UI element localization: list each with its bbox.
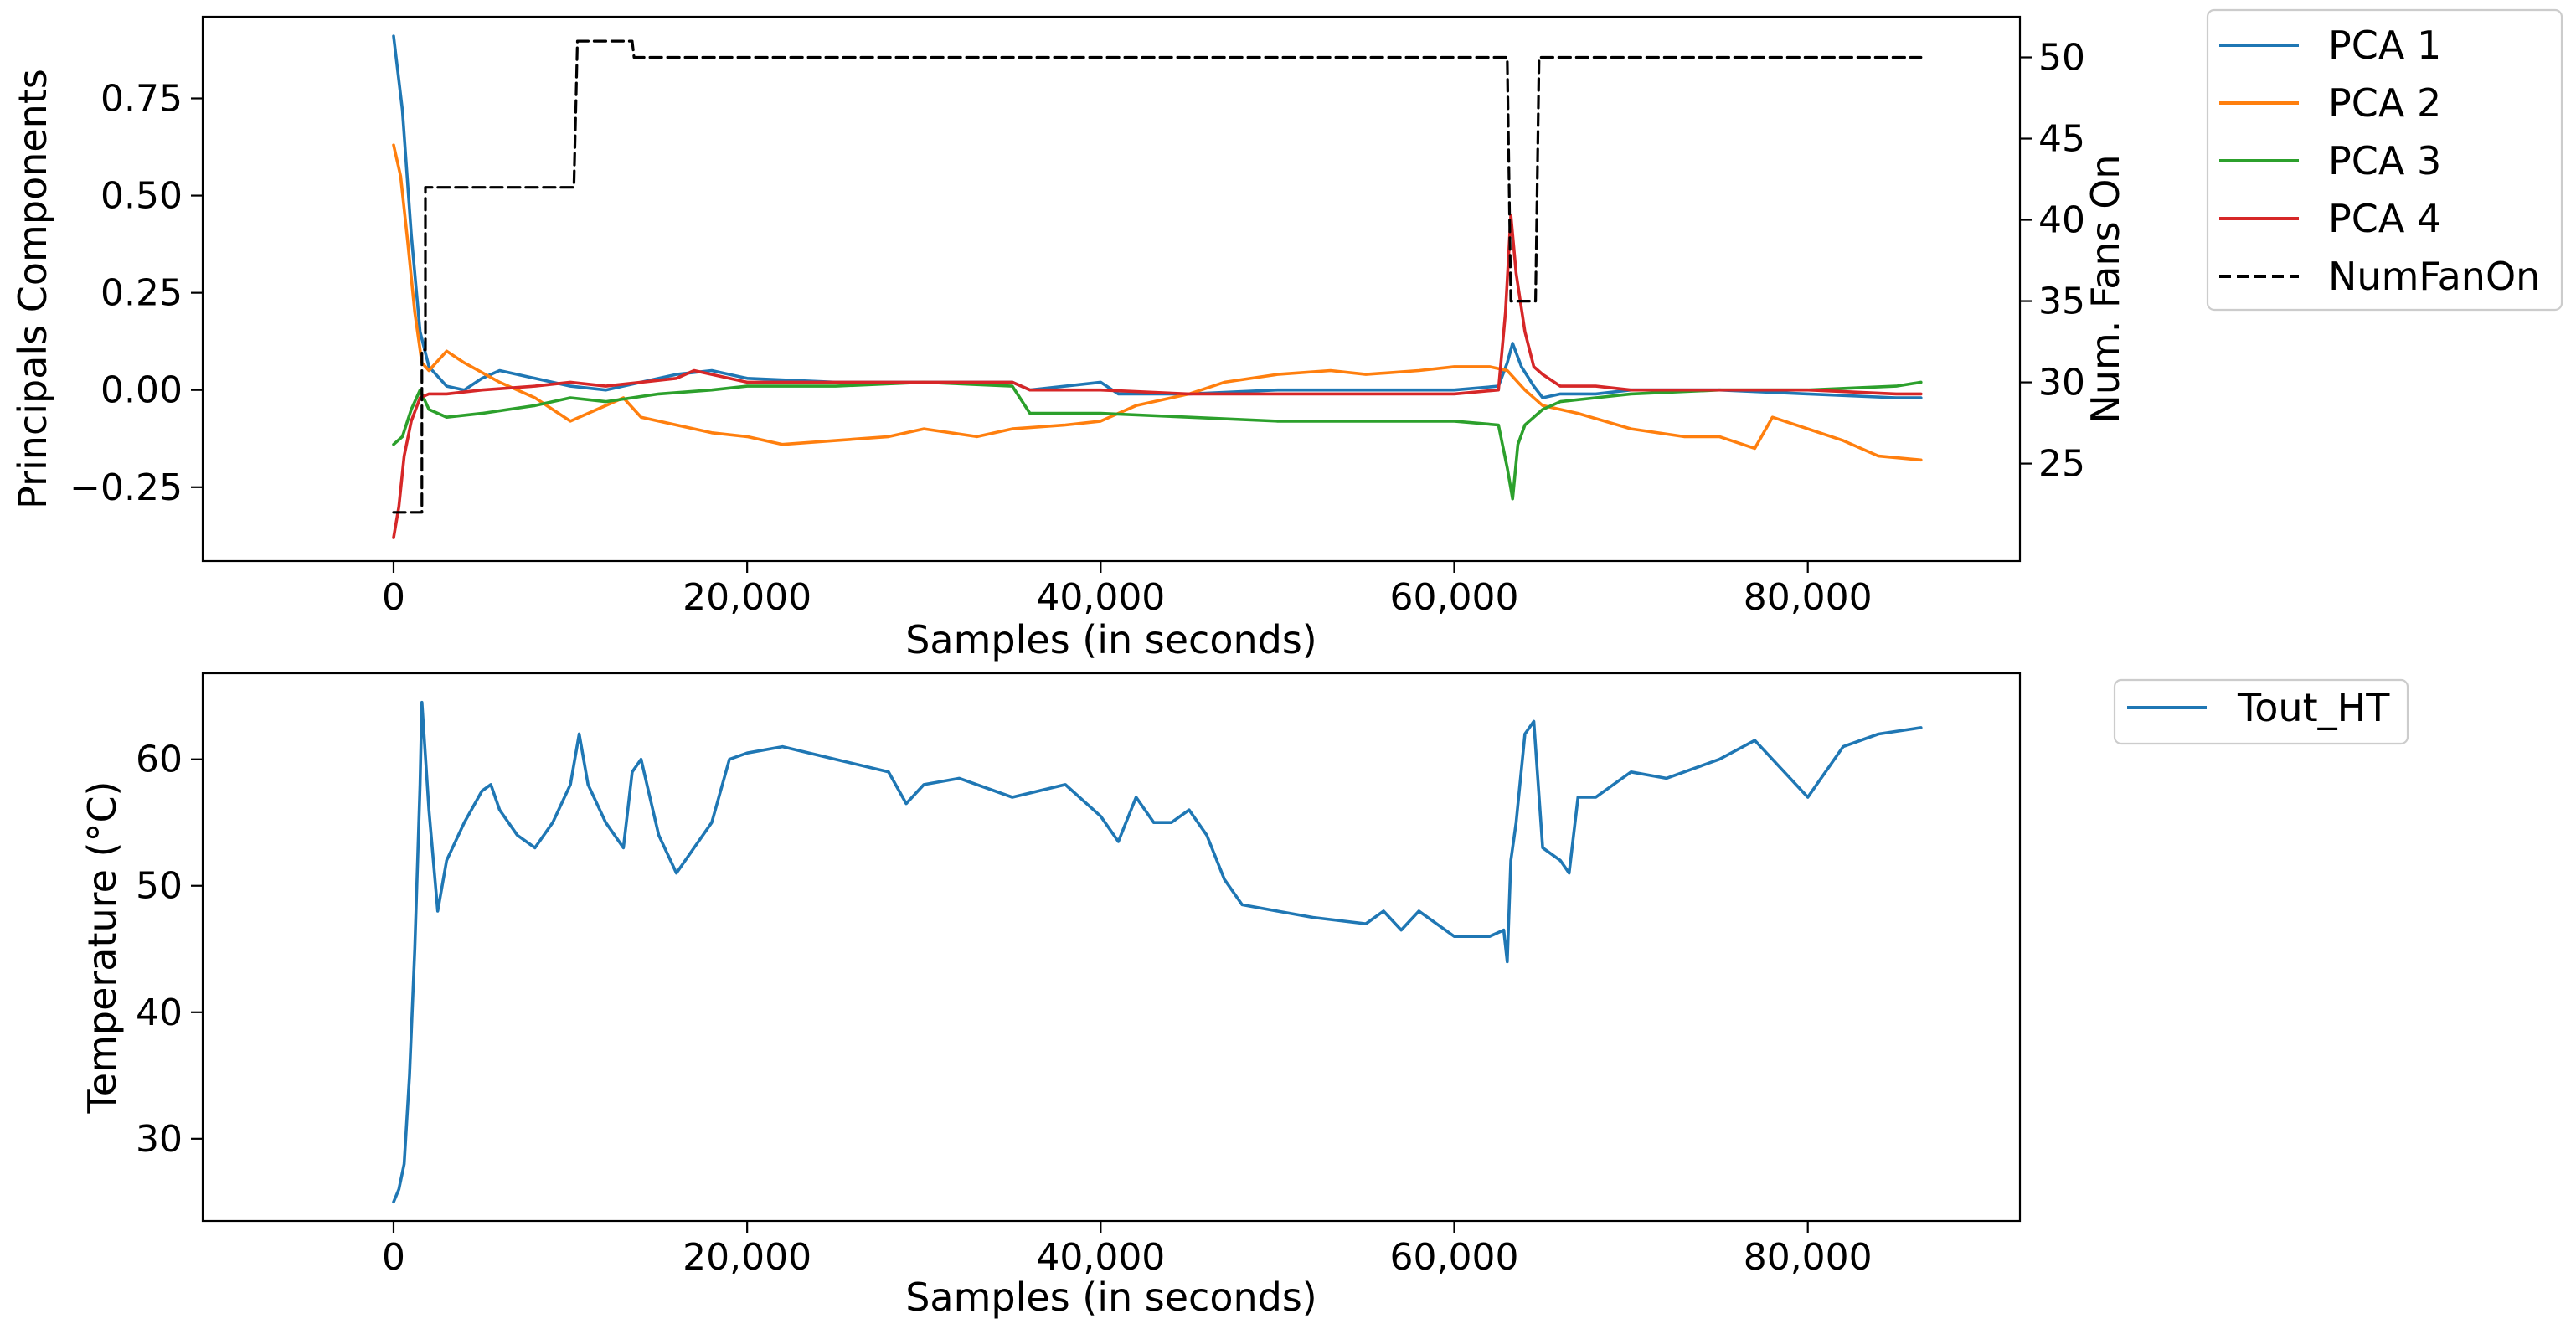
bottom-y-tick-label: 40 <box>136 992 183 1034</box>
top-y2-axis-label: Num. Fans On <box>2083 154 2128 423</box>
top-y-axis-label: Principals Components <box>10 69 55 509</box>
top-y2-tick-label: 30 <box>2038 362 2085 404</box>
top-y-tick-label: 0.25 <box>100 272 183 315</box>
bottom-panel: 0 20,000 40,000 60,000 80,000 30 40 50 60 Sampl… <box>80 672 2409 1320</box>
bottom-x-axis: 0 20,000 40,000 60,000 80,000 <box>382 1221 1873 1279</box>
top-legend-box <box>2206 8 2563 312</box>
top-plot-series <box>392 34 1923 539</box>
legend-label-pca-2: PCA 2 <box>2328 80 2441 126</box>
top-y-tick-label: 0.00 <box>100 369 183 412</box>
legend-label-tout-ht: Tout_HT <box>2237 685 2390 730</box>
bottom-legend: Tout_HT <box>2113 678 2409 745</box>
series-line-pca-3 <box>392 380 1923 501</box>
top-x-tick-label: 40,000 <box>1036 576 1165 619</box>
top-y2-tick-label: 50 <box>2038 37 2085 80</box>
top-y2-tick-label: 35 <box>2038 281 2085 323</box>
bottom-x-tick-label: 20,000 <box>683 1236 811 1279</box>
legend-label-pca-1: PCA 1 <box>2328 23 2441 68</box>
legend-label-pca-4: PCA 4 <box>2328 196 2441 241</box>
top-plot-frame <box>201 15 2022 563</box>
top-x-tick-label: 80,000 <box>1744 576 1873 619</box>
top-y-tick-label: 0.50 <box>100 175 183 218</box>
top-y-tick-label: −0.25 <box>70 466 183 509</box>
top-x-tick-label: 60,000 <box>1390 576 1519 619</box>
top-y2-tick-label: 45 <box>2038 118 2085 161</box>
top-x-tick-label: 20,000 <box>683 576 811 619</box>
top-legend: PCA 1 PCA 2 PCA 3 PCA 4 NumFanOn <box>2206 8 2563 312</box>
top-y2-axis: 25 30 35 40 45 50 <box>2020 37 2085 486</box>
bottom-x-tick-label: 0 <box>382 1236 405 1279</box>
bottom-y-tick-label: 50 <box>136 865 183 908</box>
top-x-axis-label: Samples (in seconds) <box>905 617 1317 662</box>
bottom-y-axis-label: Temperature (°C) <box>80 780 125 1114</box>
bottom-x-tick-label: 80,000 <box>1744 1236 1873 1279</box>
top-y-axis: −0.25 0.00 0.25 0.50 0.75 <box>70 78 203 509</box>
top-panel: 0 20,000 40,000 60,000 80,000 −0.25 0.00 0.25 0… <box>10 8 2563 662</box>
bottom-y-axis: 30 40 50 60 <box>136 739 203 1161</box>
top-y2-tick-label: 40 <box>2038 199 2085 242</box>
series-line-numfanon <box>392 39 1923 514</box>
legend-label-pca-3: PCA 3 <box>2328 138 2441 183</box>
top-x-axis: 0 20,000 40,000 60,000 80,000 <box>382 561 1873 619</box>
bottom-x-tick-label: 60,000 <box>1390 1236 1519 1279</box>
series-line-pca-2 <box>392 143 1923 462</box>
bottom-y-tick-label: 60 <box>136 739 183 781</box>
top-y-tick-label: 0.75 <box>100 78 183 121</box>
series-line-pca-4 <box>392 214 1923 539</box>
top-x-tick-label: 0 <box>382 576 405 619</box>
bottom-plot-frame <box>201 672 2022 1223</box>
bottom-plot-series <box>392 700 1923 1204</box>
top-y2-tick-label: 25 <box>2038 443 2085 486</box>
bottom-legend-box <box>2113 678 2409 745</box>
bottom-x-tick-label: 40,000 <box>1036 1236 1165 1279</box>
bottom-x-axis-label: Samples (in seconds) <box>905 1275 1317 1320</box>
bottom-y-tick-label: 30 <box>136 1118 183 1161</box>
series-line-tout-ht <box>392 700 1923 1204</box>
legend-label-numfanon: NumFanOn <box>2328 254 2540 299</box>
